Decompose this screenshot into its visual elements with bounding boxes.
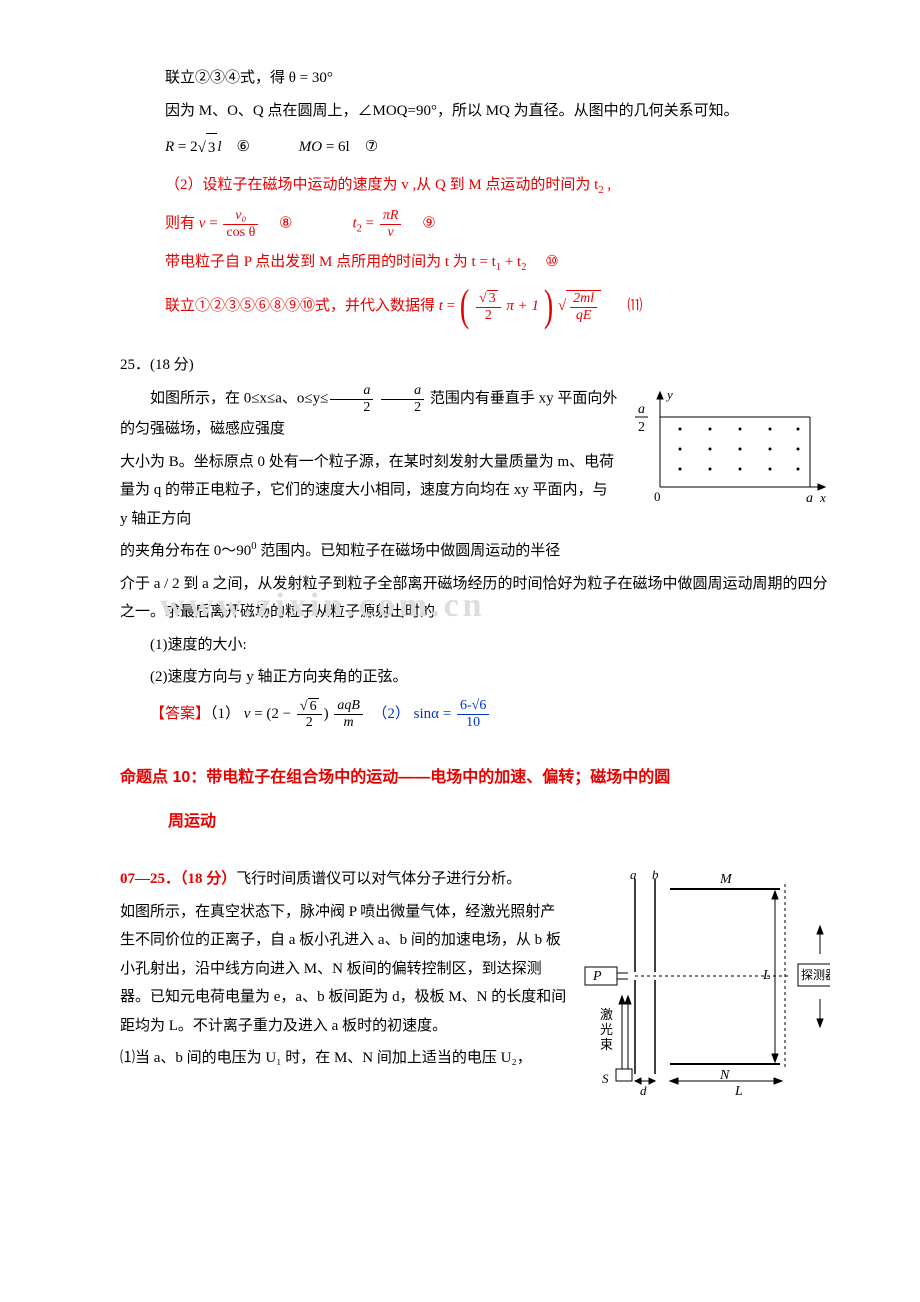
fig1-x: x (819, 490, 826, 505)
svg-text:L: L (734, 1084, 743, 1099)
q25: 25．(18 分) y x 0 a a 2 如图所示，在 0≤x≤a、o≤y≤a… (120, 351, 830, 735)
svg-text:激: 激 (600, 1007, 613, 1022)
svg-text:b: b (652, 869, 659, 882)
figure-magnetic-field: y x 0 a a 2 (630, 387, 830, 507)
q25-body3: 的夹角分布在 0～900 范围内。已知粒子在磁场中做圆周运动的半径 (120, 537, 830, 566)
topic10-title-b: 周运动 (120, 807, 830, 837)
fig2-svg: a b M N L L d P S 激 光 束 探测器 (580, 869, 830, 1099)
svg-text:L: L (762, 968, 771, 983)
eq-R-MO: R = 23l ⑥ MO = 6l ⑦ (120, 133, 830, 163)
b1-line1: 联立②③④式，得 θ = 30° (120, 64, 830, 93)
svg-text:束: 束 (600, 1037, 613, 1052)
fig1-origin: 0 (654, 489, 661, 504)
fig1-a2-den: 2 (638, 420, 645, 435)
svg-text:N: N (719, 1068, 730, 1083)
fig1-y: y (665, 387, 673, 402)
svg-text:光: 光 (600, 1022, 613, 1037)
b1-line5: 带电粒子自 P 点出发到 M 点所用的时间为 t 为 t = t1 + t2 ⑩ (120, 248, 830, 278)
q25-answer: 【答案】（1） v = (2 − 62) aqBm （2） sinα = 6-√… (120, 698, 830, 731)
svg-text:d: d (640, 1083, 647, 1098)
svg-text:探测器: 探测器 (801, 968, 830, 982)
fig1-a2-num: a (638, 402, 645, 417)
q07-25: a b M N L L d P S 激 光 束 探测器 07—25．（18 分）… (120, 865, 830, 1109)
svg-text:S: S (602, 1071, 609, 1086)
svg-text:M: M (719, 872, 733, 887)
topic-10: 命题点 10：带电粒子在组合场中的运动——电场中的加速、偏转；磁场中的圆 周运动 (120, 763, 830, 838)
eq-v-t2: 则有 v = v₀cos θ ⑧ t2 = πRv ⑨ (120, 208, 830, 240)
b1-line2: 因为 M、O、Q 点在圆周上，∠MOQ=90°，所以 MQ 为直径。从图中的几何… (120, 97, 830, 126)
q25-q1: (1)速度的大小: (120, 631, 830, 660)
q25-q2: (2)速度方向与 y 轴正方向夹角的正弦。 (120, 663, 830, 692)
figure-mass-spec: a b M N L L d P S 激 光 束 探测器 (580, 869, 830, 1099)
topic10-title-a: 命题点 10：带电粒子在组合场中的运动——电场中的加速、偏转；磁场中的圆 (120, 763, 830, 793)
b1-line3: （2）设粒子在磁场中运动的速度为 v ,从 Q 到 M 点运动的时间为 t2 , (120, 171, 830, 201)
fig1-a: a (806, 491, 813, 506)
q25-number: 25．(18 分) (120, 351, 830, 380)
q25-body4: 介于 a / 2 到 a 之间，从发射粒子到粒子全部离开磁场经历的时间恰好为粒子… (120, 570, 830, 627)
svg-text:P: P (592, 969, 602, 984)
fig1-svg: y x 0 a a 2 (630, 387, 830, 507)
b1-line6: 联立①②③⑤⑥⑧⑨⑩式，并代入数据得 t = ( 32 π + 1 ) 2mlq… (120, 290, 830, 323)
svg-text:a: a (630, 869, 637, 882)
